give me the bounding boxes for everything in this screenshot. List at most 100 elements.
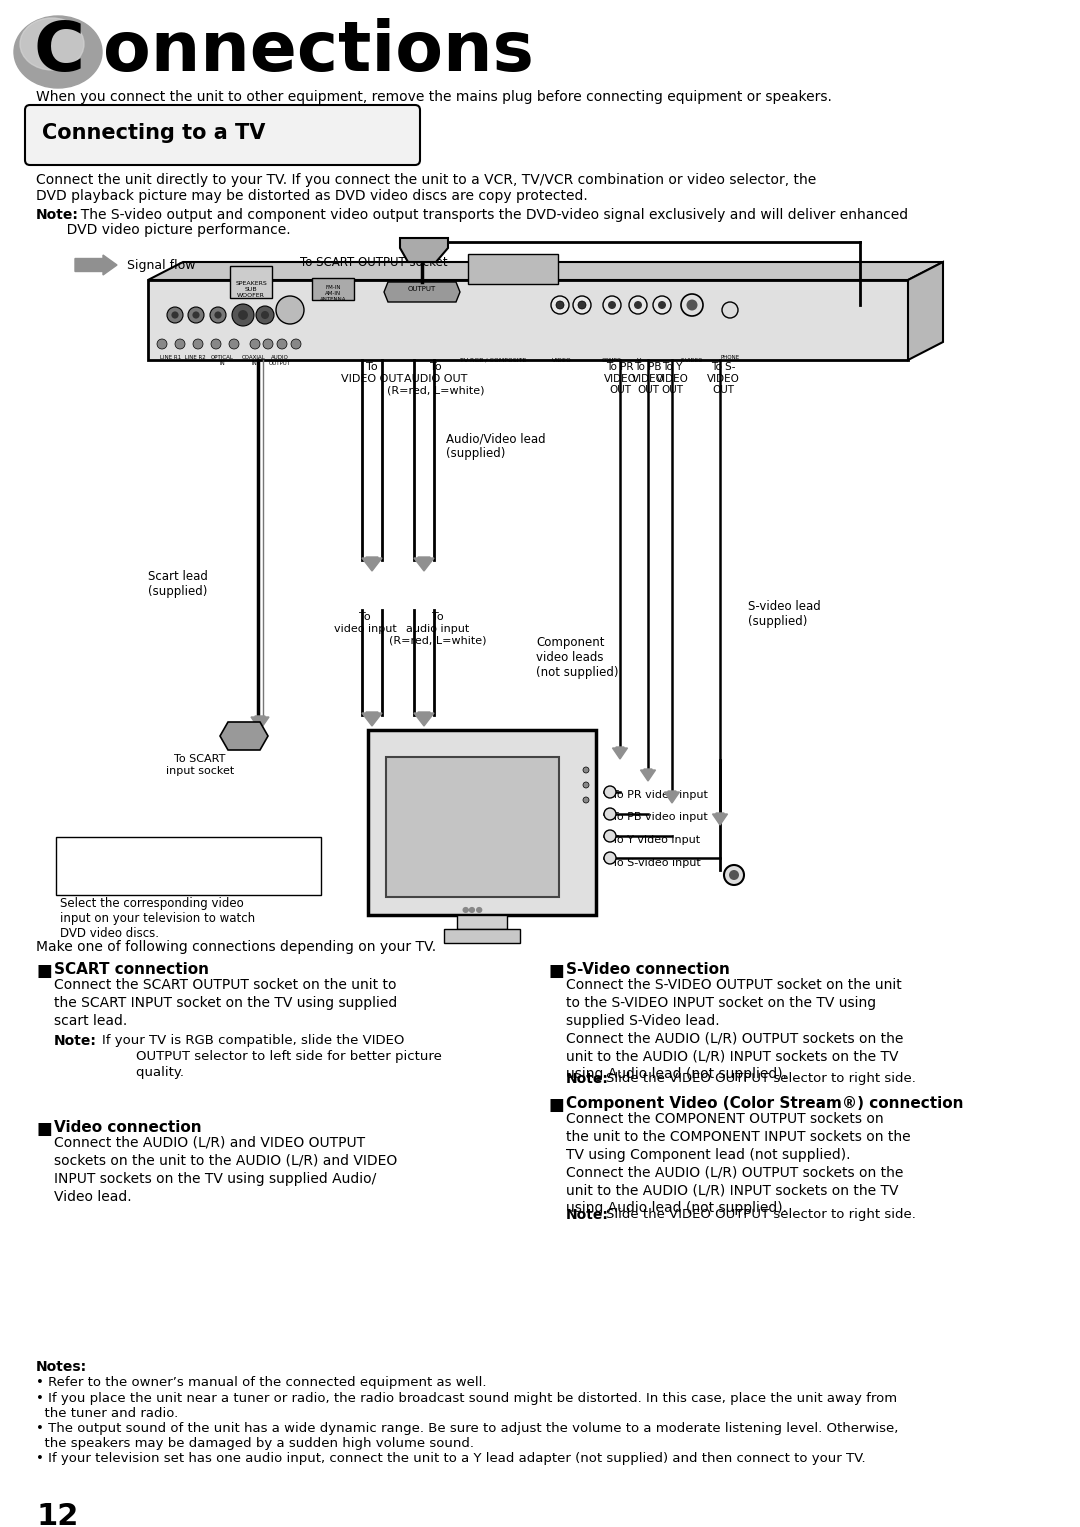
Bar [230, 266, 272, 298]
Circle shape [634, 301, 642, 308]
Text: Video connection: Video connection [54, 1119, 202, 1135]
Circle shape [583, 797, 589, 803]
Text: Y: Y [636, 357, 640, 363]
Text: Note:: Note: [566, 1072, 609, 1086]
Text: • Refer to the owner’s manual of the connected equipment as well.: • Refer to the owner’s manual of the con… [36, 1376, 486, 1390]
Text: To
AUDIO OUT
(R=red, L=white): To AUDIO OUT (R=red, L=white) [388, 362, 485, 395]
Bar [312, 278, 354, 299]
Text: Component
video leads
(not supplied): Component video leads (not supplied) [536, 637, 619, 680]
Text: SCART connection: SCART connection [54, 962, 210, 977]
Circle shape [167, 307, 183, 324]
Text: Connect the S-VIDEO OUTPUT socket on the unit
to the S-VIDEO INPUT socket on the: Connect the S-VIDEO OUTPUT socket on the… [566, 977, 903, 1081]
Circle shape [583, 767, 589, 773]
Bar [468, 253, 558, 284]
Text: Connect the COMPONENT OUTPUT sockets on
the unit to the COMPONENT INPUT sockets : Connect the COMPONENT OUTPUT sockets on … [566, 1112, 910, 1215]
Circle shape [210, 307, 226, 324]
Text: Select the corresponding video
input on your television to watch
DVD video discs: Select the corresponding video input on … [60, 896, 255, 941]
Ellipse shape [14, 15, 102, 89]
Circle shape [172, 312, 178, 319]
Text: To
video input: To video input [334, 612, 396, 634]
Bar [444, 928, 519, 944]
Circle shape [604, 852, 616, 864]
Circle shape [604, 808, 616, 820]
Circle shape [687, 299, 698, 310]
Text: The S-video output and component video output transports the DVD-video signal ex: The S-video output and component video o… [72, 208, 908, 221]
Circle shape [653, 296, 671, 315]
Text: ■: ■ [36, 962, 52, 980]
FancyArrow shape [640, 770, 656, 780]
Circle shape [551, 296, 569, 315]
Text: ■: ■ [548, 1096, 564, 1115]
Circle shape [192, 312, 200, 319]
FancyBboxPatch shape [25, 105, 420, 165]
Text: • If you place the unit near a tuner or radio, the radio broadcast sound might b: • If you place the unit near a tuner or … [36, 1393, 897, 1405]
Text: To SCART OUTPUT socket: To SCART OUTPUT socket [300, 257, 447, 269]
Circle shape [604, 831, 616, 841]
FancyArrow shape [251, 716, 269, 730]
Text: ■: ■ [548, 962, 564, 980]
Text: Notes:: Notes: [36, 1361, 87, 1374]
FancyArrow shape [362, 557, 382, 571]
Bar [368, 730, 596, 915]
Circle shape [658, 301, 666, 308]
FancyArrow shape [414, 557, 434, 571]
Text: Signal flow: Signal flow [127, 258, 195, 272]
Text: OPTICAL
IN: OPTICAL IN [211, 354, 233, 366]
Text: ■: ■ [36, 1119, 52, 1138]
Text: AUDIO
OUTPUT: AUDIO OUTPUT [269, 354, 291, 366]
Text: ●●●: ●●● [461, 906, 483, 915]
Text: To S-
VIDEO
OUT: To S- VIDEO OUT [706, 362, 740, 395]
Circle shape [264, 339, 273, 350]
Bar [386, 757, 559, 896]
Text: To SCART
input socket: To SCART input socket [166, 754, 234, 776]
Text: Note:: Note: [54, 1034, 97, 1048]
Circle shape [724, 864, 744, 886]
Polygon shape [384, 282, 460, 302]
Circle shape [211, 339, 221, 350]
Text: COMPO: COMPO [602, 357, 622, 363]
Circle shape [157, 339, 167, 350]
Text: VIDEO: VIDEO [552, 357, 572, 363]
Circle shape [629, 296, 647, 315]
Ellipse shape [21, 18, 84, 70]
Text: COAXIAL
IN: COAXIAL IN [242, 354, 266, 366]
Text: Make one of following connections depending on your TV.: Make one of following connections depend… [36, 941, 436, 954]
Circle shape [261, 312, 269, 319]
Bar [56, 837, 321, 895]
Text: Slide the VIDEO OUTPUT selector to right side.: Slide the VIDEO OUTPUT selector to right… [606, 1072, 916, 1086]
Text: Component Video (Color Stream®) connection: Component Video (Color Stream®) connecti… [566, 1096, 963, 1112]
Text: TV-RGB / COMPOSITE: TV-RGB / COMPOSITE [460, 357, 526, 363]
Polygon shape [400, 238, 448, 263]
Circle shape [238, 310, 248, 321]
Circle shape [276, 339, 287, 350]
Circle shape [256, 305, 274, 324]
Circle shape [573, 296, 591, 315]
Text: Note:: Note: [36, 208, 79, 221]
Text: S-video lead
(supplied): S-video lead (supplied) [748, 600, 821, 628]
Circle shape [723, 302, 738, 318]
Text: Connect the SCART OUTPUT socket on the unit to
the SCART INPUT socket on the TV : Connect the SCART OUTPUT socket on the u… [54, 977, 397, 1028]
FancyArrow shape [664, 791, 679, 803]
Circle shape [681, 295, 703, 316]
Text: the tuner and radio.: the tuner and radio. [36, 1406, 178, 1420]
Text: • The output sound of the unit has a wide dynamic range. Be sure to adjust the v: • The output sound of the unit has a wid… [36, 1422, 899, 1435]
Circle shape [193, 339, 203, 350]
Circle shape [608, 301, 616, 308]
Text: To PB video input: To PB video input [612, 812, 707, 822]
Circle shape [729, 870, 739, 880]
Text: To Y
VIDEO
OUT: To Y VIDEO OUT [656, 362, 688, 395]
Text: When you connect the unit to other equipment, remove the mains plug before conne: When you connect the unit to other equip… [36, 90, 832, 104]
Circle shape [603, 296, 621, 315]
FancyArrow shape [414, 712, 434, 725]
Text: To PR video input: To PR video input [612, 789, 707, 800]
Circle shape [583, 782, 589, 788]
Circle shape [215, 312, 221, 319]
Text: To PB
VIDEO
OUT: To PB VIDEO OUT [632, 362, 664, 395]
Text: Slide the VIDEO OUTPUT selector to right side.: Slide the VIDEO OUTPUT selector to right… [606, 1208, 916, 1222]
Polygon shape [220, 722, 268, 750]
Text: Note:: Note: [566, 1208, 609, 1222]
FancyArrow shape [75, 255, 117, 275]
Text: LINE R1  LINE R2: LINE R1 LINE R2 [160, 354, 206, 360]
FancyArrow shape [612, 747, 627, 759]
Polygon shape [148, 263, 943, 279]
